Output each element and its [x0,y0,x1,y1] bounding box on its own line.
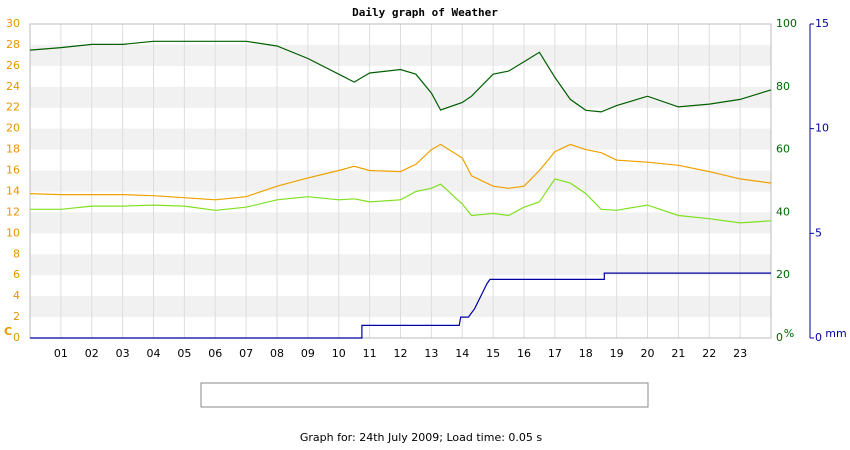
y-axis-label: C [4,325,12,338]
x-tick-label: 07 [239,347,253,360]
series-line [30,178,772,224]
x-tick-label: 11 [363,347,377,360]
legend-box [200,382,649,408]
y-tick-label: 30 [6,17,20,30]
y-tick-label: 2 [13,310,20,323]
x-tick-label: 09 [301,347,315,360]
y3-axis-label: mm [825,327,846,340]
x-tick-label: 15 [486,347,500,360]
x-tick-label: 10 [332,347,346,360]
y-tick-label: 20 [6,122,20,135]
y-tick-label: 26 [6,59,20,72]
x-tick-label: 22 [702,347,716,360]
series-line [29,143,772,201]
y-tick-label: 14 [6,184,20,197]
y-tick-label: 6 [13,268,20,281]
footer: Graph for: 24th July 2009; Load time: 0.… [300,431,543,444]
x-tick-label: 05 [177,347,191,360]
y3-tick-label: 5 [815,226,822,239]
y2-tick-label: 40 [776,205,790,218]
x-tick-label: 06 [208,347,222,360]
x-tick-label: 03 [116,347,130,360]
y-tick-label: 22 [6,101,20,114]
y3-tick-label: 15 [815,17,829,30]
x-tick-label: 02 [85,347,99,360]
y-tick-label: 8 [13,247,20,260]
y2-tick-label: 0 [776,331,783,344]
y-tick-label: 28 [6,38,20,51]
x-tick-label: 23 [733,347,747,360]
series-line [29,40,772,113]
x-tick-label: 13 [424,347,438,360]
y3-tick-label: 10 [815,122,829,135]
chart-title: Daily graph of Weather [352,6,498,19]
y3-tick-label: 0 [815,331,822,344]
y-tick-label: 10 [6,226,20,239]
y2-tick-label: 60 [776,143,790,156]
y-tick-label: 4 [13,289,20,302]
y-tick-label: 12 [6,205,20,218]
x-tick-label: 18 [579,347,593,360]
y-tick-label: 0 [13,331,20,344]
x-tick-label: 21 [671,347,685,360]
x-tick-label: 17 [548,347,562,360]
y-tick-label: 16 [6,164,20,177]
series-line [30,272,771,339]
x-tick-label: 16 [517,347,531,360]
x-tick-label: 20 [641,347,655,360]
y-tick-label: 24 [6,80,20,93]
plot-frame [29,23,772,339]
x-tick-label: 19 [610,347,624,360]
y2-tick-label: 100 [776,17,797,30]
y2-axis-label: % [784,327,794,340]
y-tick-label: 18 [6,143,20,156]
x-tick-label: 01 [54,347,68,360]
x-tick-label: 04 [147,347,161,360]
x-tick-label: 12 [394,347,408,360]
y2-tick-label: 80 [776,80,790,93]
x-tick-label: 08 [270,347,284,360]
x-tick-label: 14 [455,347,469,360]
y2-tick-label: 20 [776,268,790,281]
